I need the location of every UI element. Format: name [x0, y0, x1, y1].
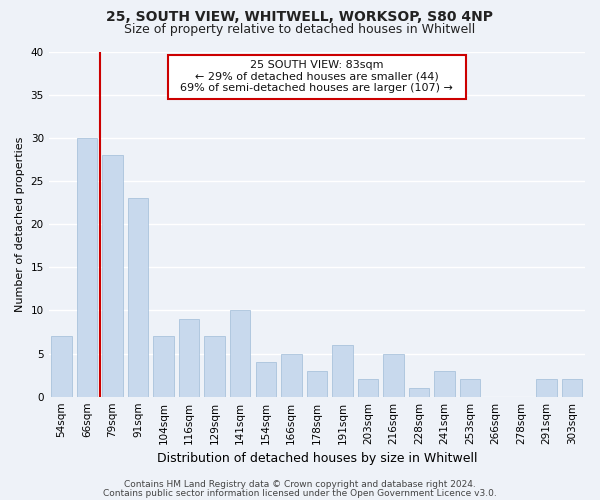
Bar	[77, 138, 97, 396]
Text: 25, SOUTH VIEW, WHITWELL, WORKSOP, S80 4NP: 25, SOUTH VIEW, WHITWELL, WORKSOP, S80 4…	[107, 10, 493, 24]
Bar	[103, 155, 123, 396]
Bar	[230, 310, 250, 396]
Bar	[562, 380, 583, 396]
Text: Size of property relative to detached houses in Whitwell: Size of property relative to detached ho…	[124, 22, 476, 36]
Y-axis label: Number of detached properties: Number of detached properties	[15, 136, 25, 312]
Text: 25 SOUTH VIEW: 83sqm  
  ← 29% of detached houses are smaller (44)  
  69% of se: 25 SOUTH VIEW: 83sqm ← 29% of detached h…	[173, 60, 460, 94]
Bar	[281, 354, 302, 397]
Bar	[383, 354, 404, 397]
Bar	[460, 380, 480, 396]
Text: Contains HM Land Registry data © Crown copyright and database right 2024.: Contains HM Land Registry data © Crown c…	[124, 480, 476, 489]
Bar	[332, 345, 353, 397]
Bar	[154, 336, 174, 396]
Bar	[307, 371, 327, 396]
Bar	[179, 319, 199, 396]
Bar	[434, 371, 455, 396]
Bar	[358, 380, 378, 396]
Text: Contains public sector information licensed under the Open Government Licence v3: Contains public sector information licen…	[103, 488, 497, 498]
Bar	[51, 336, 71, 396]
Bar	[205, 336, 225, 396]
Bar	[128, 198, 148, 396]
Bar	[536, 380, 557, 396]
Bar	[409, 388, 429, 396]
X-axis label: Distribution of detached houses by size in Whitwell: Distribution of detached houses by size …	[157, 452, 477, 465]
Bar	[256, 362, 276, 396]
